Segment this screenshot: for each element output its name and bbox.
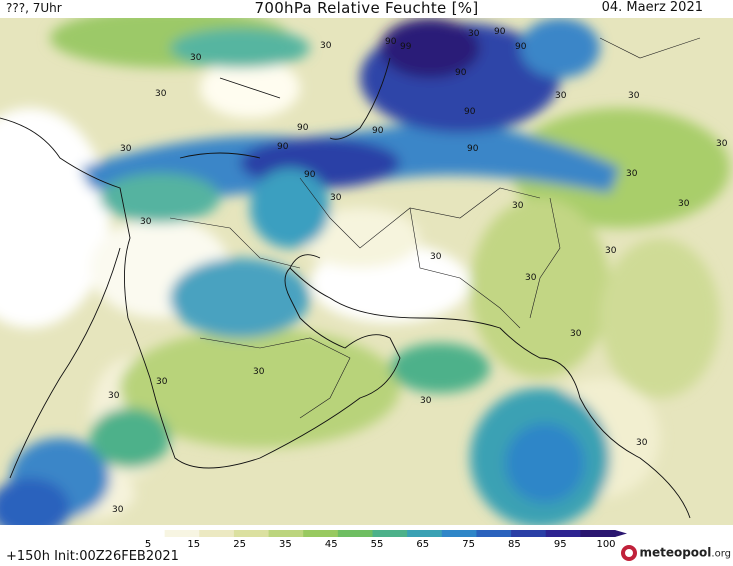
- legend-tick-label: 100: [596, 539, 615, 547]
- contour-label: 30: [525, 273, 537, 283]
- contour-label: 30: [330, 193, 342, 203]
- contour-label: 90: [494, 27, 506, 37]
- legend-swatch: [130, 530, 166, 537]
- contour-label: 30: [605, 246, 617, 256]
- contour-label: 30: [120, 144, 132, 154]
- contour-label: 30: [716, 139, 728, 149]
- legend-tick-label: 55: [371, 539, 384, 547]
- contour-label: 99: [400, 42, 412, 52]
- legend-swatch: [164, 530, 200, 537]
- meteopool-logo-icon: [621, 545, 638, 561]
- contour-label: 30: [678, 199, 690, 209]
- contour-label: 30: [112, 505, 124, 515]
- contour-label: 90: [277, 142, 289, 152]
- legend-tick-label: 35: [279, 539, 292, 547]
- legend-swatch: [511, 530, 547, 537]
- contour-label: 30: [628, 91, 640, 101]
- forecast-date: 04. Maerz 2021: [601, 0, 703, 15]
- coastlines: [0, 57, 691, 519]
- contour-label: 30: [320, 41, 332, 51]
- humidity-map: 30 30 30 30 30 30 30 30 30 30 30 30 30 3…: [0, 18, 733, 525]
- contour-label: 90: [455, 68, 467, 78]
- contour-label: 30: [468, 29, 480, 39]
- legend-swatch: [441, 530, 477, 537]
- legend-swatch: [268, 530, 304, 537]
- contour-label: 90: [467, 144, 479, 154]
- run-info: +150h Init:00Z26FEB2021: [6, 549, 179, 564]
- country-borders: [169, 37, 701, 419]
- legend-swatch: [303, 530, 339, 537]
- map-footer: 5 15 25 35 45 55 65 75 85 95 100 +150h Init:00Z26F…: [0, 525, 733, 566]
- contour-label: 30: [626, 169, 638, 179]
- contour-labels: 30 30 30 30 30 30 30 30 30 30 30 30 30 3…: [108, 27, 728, 515]
- legend-tick-label: 95: [554, 539, 567, 547]
- contour-label: 30: [156, 377, 168, 387]
- contour-label: 30: [570, 329, 582, 339]
- contour-label: 90: [385, 37, 397, 47]
- legend-swatch: [476, 530, 512, 537]
- legend-swatch: [580, 530, 616, 537]
- contour-label: 30: [190, 53, 202, 63]
- contour-label: 30: [420, 396, 432, 406]
- legend-swatch: [199, 530, 235, 537]
- contour-label: 30: [636, 438, 648, 448]
- legend-tick-label: 65: [416, 539, 429, 547]
- legend-swatch: [407, 530, 443, 537]
- contour-label: 90: [515, 42, 527, 52]
- contour-label: 90: [464, 107, 476, 117]
- legend-extend-arrow: [615, 530, 627, 537]
- map-title: 700hPa Relative Feuchte [%]: [254, 0, 479, 17]
- legend-tick-label: 75: [462, 539, 475, 547]
- contour-label: 30: [155, 89, 167, 99]
- contour-label: 90: [372, 126, 384, 136]
- contour-label: 30: [555, 91, 567, 101]
- legend-tick-label: 15: [187, 539, 200, 547]
- legend-tick-label: 25: [233, 539, 246, 547]
- legend-swatch: [337, 530, 373, 537]
- contour-label: 30: [253, 367, 265, 377]
- map-header: ???, 7Uhr 700hPa Relative Feuchte [%] 04…: [0, 0, 733, 18]
- legend-tick-label: 5: [145, 539, 151, 547]
- contour-label: 90: [304, 170, 316, 180]
- forecast-weekday-hour: ???, 7Uhr: [6, 1, 62, 15]
- legend-swatch: [545, 530, 581, 537]
- contour-label: 30: [430, 252, 442, 262]
- contour-label: 30: [108, 391, 120, 401]
- color-legend: 5 15 25 35 45 55 65 75 85 95 100: [130, 530, 627, 547]
- contour-label: 90: [297, 123, 309, 133]
- legend-tick-label: 45: [325, 539, 338, 547]
- contour-label: 30: [512, 201, 524, 211]
- meteopool-logo: meteopool.org: [621, 545, 731, 561]
- contour-label: 30: [140, 217, 152, 227]
- humidity-field: [0, 18, 730, 525]
- legend-swatch: [372, 530, 408, 537]
- legend-tick-label: 85: [508, 539, 521, 547]
- legend-swatch: [233, 530, 270, 537]
